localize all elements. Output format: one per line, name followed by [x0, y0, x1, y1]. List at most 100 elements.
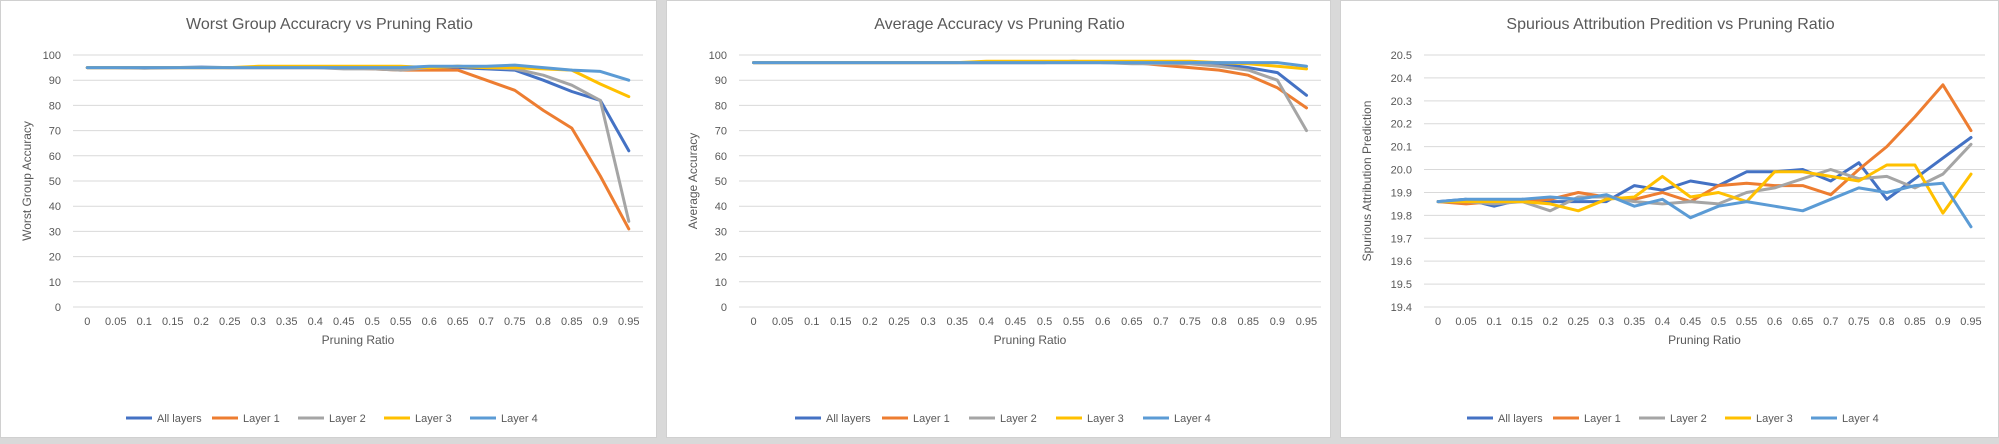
x-tick-label: 0.9 [593, 316, 608, 328]
x-tick-label: 0.85 [1904, 316, 1925, 328]
x-tick-label: 0.3 [251, 316, 266, 328]
legend-label: Layer 3 [1756, 413, 1793, 425]
y-tick-label: 60 [715, 151, 727, 163]
y-tick-label: 19.8 [1391, 210, 1412, 222]
legend-label: Layer 2 [1670, 413, 1707, 425]
y-tick-label: 60 [49, 151, 61, 163]
x-tick-label: 0.3 [1599, 316, 1614, 328]
x-tick-label: 0.25 [219, 316, 240, 328]
x-tick-label: 0.15 [1511, 316, 1532, 328]
x-tick-label: 0.4 [308, 316, 323, 328]
x-tick-label: 0.2 [862, 316, 877, 328]
y-tick-label: 19.4 [1391, 302, 1412, 314]
x-tick-label: 0.8 [1879, 316, 1894, 328]
x-tick-label: 0.25 [1568, 316, 1589, 328]
series-line-layer-2 [85, 64, 631, 223]
y-tick-label: 40 [715, 201, 727, 213]
y-tick-label: 40 [49, 201, 61, 213]
x-axis-ticks: 0 0.05 0.1 0.15 0.2 0.25 0.3 0.35 0.4 0.45 0.5 0.55… [1435, 316, 1982, 328]
legend-item: Layer 4 [1143, 413, 1211, 425]
y-tick-label: 50 [49, 176, 61, 188]
chart-title: Average Accuracy vs Pruning Ratio [874, 16, 1125, 33]
x-tick-label: 0.35 [1624, 316, 1645, 328]
x-tick-label: 0.6 [1095, 316, 1110, 328]
y-tick-label: 20.4 [1391, 73, 1412, 85]
gridlines [1424, 54, 1985, 308]
x-tick-label: 0.75 [1179, 316, 1200, 328]
series-line-layer-2 [752, 61, 1308, 133]
legend-label: Layer 4 [501, 413, 538, 425]
gridlines [73, 54, 643, 308]
x-tick-label: 0 [84, 316, 90, 328]
y-tick-label: 20.1 [1391, 142, 1412, 154]
x-tick-label: 0.9 [1935, 316, 1950, 328]
x-tick-label: 0.3 [921, 316, 936, 328]
x-tick-label: 0.75 [504, 316, 525, 328]
y-tick-label: 0 [721, 302, 727, 314]
series-lines [85, 63, 631, 231]
y-tick-label: 50 [715, 176, 727, 188]
y-tick-label: 10 [715, 277, 727, 289]
x-tick-label: 0.1 [804, 316, 819, 328]
legend-item: All layers [1467, 413, 1543, 425]
legend-label: Layer 2 [329, 413, 366, 425]
x-tick-label: 0.4 [1655, 316, 1670, 328]
y-tick-label: 0 [55, 302, 61, 314]
y-tick-label: 80 [49, 100, 61, 112]
y-tick-label: 80 [715, 100, 727, 112]
chart-title: Spurious Attribution Predition vs Prunin… [1506, 16, 1834, 33]
x-tick-label: 0.05 [772, 316, 793, 328]
x-axis-label: Pruning Ratio [1668, 333, 1741, 347]
y-tick-label: 90 [715, 75, 727, 87]
legend-item: All layers [126, 413, 202, 425]
y-tick-label: 19.6 [1391, 256, 1412, 268]
x-tick-label: 0.1 [137, 316, 152, 328]
chart-average-accuracy: Average Accuracy vs Pruning Ratio 0 10 20 30… [686, 16, 1321, 425]
x-tick-label: 0.55 [1063, 316, 1084, 328]
x-tick-label: 0.65 [1121, 316, 1142, 328]
legend-label: Layer 1 [1584, 413, 1621, 425]
x-tick-label: 0.5 [1711, 316, 1726, 328]
x-tick-label: 0.95 [618, 316, 639, 328]
x-tick-label: 0.8 [536, 316, 551, 328]
legend-label: Layer 4 [1174, 413, 1211, 425]
x-tick-label: 0.65 [1792, 316, 1813, 328]
x-tick-label: 0.1 [1486, 316, 1501, 328]
x-tick-label: 0.2 [194, 316, 209, 328]
legend-item: Layer 2 [969, 413, 1037, 425]
legend: All layers Layer 1 Layer 2 Layer 3 Layer 4 [126, 413, 538, 425]
legend: All layers Layer 1 Layer 2 Layer 3 Layer 4 [795, 413, 1211, 425]
y-axis-ticks: 19.4 19.5 19.6 19.7 19.8 19.9 20.0 20.1 20.2 20.3… [1391, 50, 1412, 314]
chart-panel-worst-group-accuracy: Worst Group Accuracry vs Pruning Ratio 0 1… [0, 0, 657, 438]
y-tick-label: 10 [49, 277, 61, 289]
legend-item: Layer 1 [212, 413, 280, 425]
legend-item: Layer 3 [1056, 413, 1124, 425]
x-tick-label: 0.7 [479, 316, 494, 328]
x-axis-label: Pruning Ratio [322, 333, 395, 347]
x-tick-label: 0.9 [1270, 316, 1285, 328]
gridlines [739, 54, 1321, 308]
x-tick-label: 0.55 [1736, 316, 1757, 328]
legend-label: Layer 1 [243, 413, 280, 425]
y-tick-label: 20.3 [1391, 96, 1412, 108]
series-line-layer-1 [752, 61, 1308, 110]
x-tick-label: 0.65 [447, 316, 468, 328]
legend-item: Layer 3 [384, 413, 452, 425]
legend-label: Layer 2 [1000, 413, 1037, 425]
x-tick-label: 0.45 [333, 316, 354, 328]
chart-spurious-attribution: Spurious Attribution Predition vs Prunin… [1360, 16, 1985, 425]
series-line-layer-3 [1436, 163, 1973, 215]
x-tick-label: 0.7 [1823, 316, 1838, 328]
legend-item: Layer 2 [1639, 413, 1707, 425]
series-line-layer-4 [752, 61, 1308, 68]
x-tick-label: 0.6 [1767, 316, 1782, 328]
legend-label: Layer 1 [913, 413, 950, 425]
legend-item: All layers [795, 413, 871, 425]
y-tick-label: 20.2 [1391, 119, 1412, 131]
x-tick-label: 0.15 [162, 316, 183, 328]
x-axis-ticks: 0 0.05 0.1 0.15 0.2 0.25 0.3 0.35 0.4 0.45 0.5 0.55… [84, 316, 639, 328]
y-axis-ticks: 0 10 20 30 40 50 60 70 80 90 100 [709, 50, 727, 314]
x-tick-label: 0.85 [561, 316, 582, 328]
y-tick-label: 19.5 [1391, 279, 1412, 291]
x-tick-label: 0.35 [947, 316, 968, 328]
